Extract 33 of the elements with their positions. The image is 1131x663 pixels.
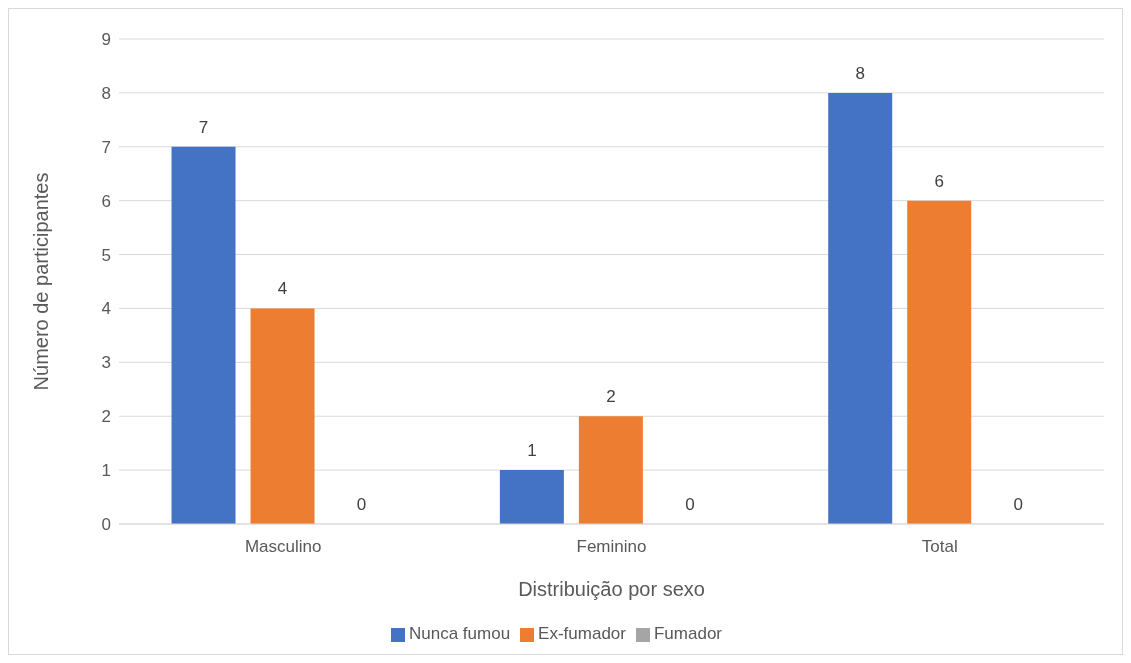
y-tick-label: 5 [101, 245, 111, 265]
bar [578, 416, 643, 524]
data-label: 6 [934, 171, 944, 191]
bar [907, 200, 972, 524]
y-tick-label: 6 [101, 191, 111, 211]
x-tick-label: Feminino [576, 537, 647, 557]
y-tick-label: 2 [101, 407, 111, 427]
y-tick-label: 9 [101, 30, 111, 50]
y-tick-label: 3 [101, 353, 111, 373]
bar [499, 470, 564, 524]
data-label: 0 [356, 494, 367, 514]
data-label: 8 [855, 63, 865, 83]
bar [171, 146, 236, 524]
data-label: 4 [277, 279, 288, 299]
x-tick-label: Masculino [244, 537, 322, 557]
legend-label: Fumador [653, 624, 723, 643]
legend-label: Ex-fumador [538, 624, 626, 643]
x-axis-title: Distribuição por sexo [518, 578, 705, 600]
bar [250, 308, 315, 524]
y-tick-label: 8 [101, 83, 111, 103]
y-tick-label: 0 [101, 515, 111, 535]
data-label: 0 [1013, 494, 1023, 514]
data-label: 1 [527, 441, 537, 461]
data-label: 7 [198, 117, 209, 137]
y-axis-title: Número de participantes [30, 172, 53, 391]
legend-label: Nunca fumou [408, 624, 511, 643]
data-label: 2 [606, 387, 616, 407]
data-label: 0 [685, 494, 695, 514]
bar [828, 92, 893, 524]
y-tick-label: 7 [101, 137, 111, 157]
y-tick-label: 4 [101, 299, 111, 319]
x-tick-label: Total [921, 537, 958, 557]
y-tick-label: 1 [101, 461, 111, 481]
